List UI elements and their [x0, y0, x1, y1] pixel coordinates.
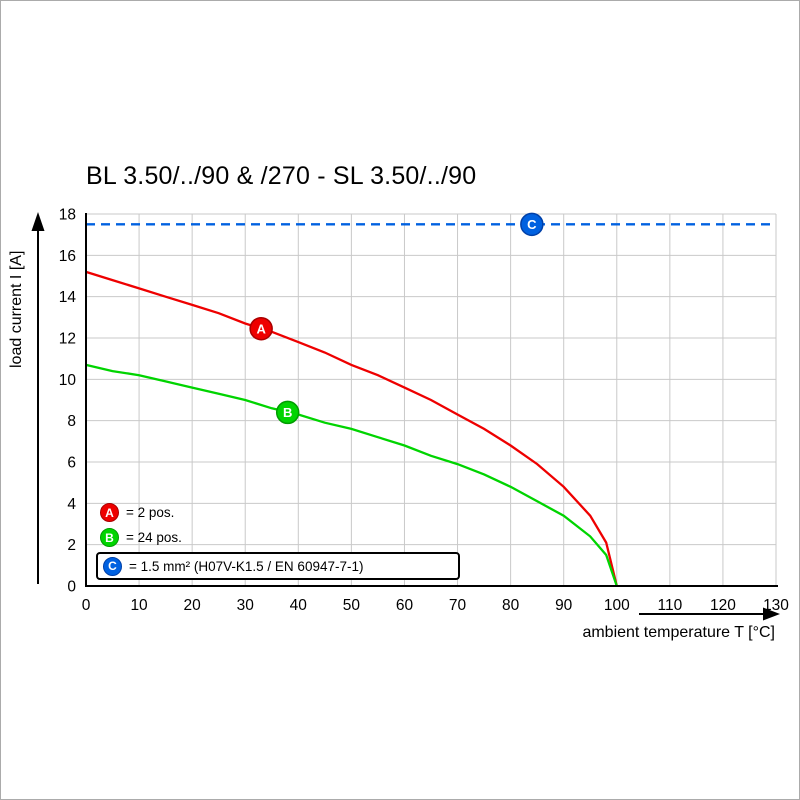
y-tick-label: 4 [67, 496, 76, 513]
y-tick-label: 0 [67, 579, 76, 596]
marker-letter-A: A [256, 322, 266, 337]
legend-label-b: = 24 pos. [126, 530, 182, 545]
marker-C [520, 212, 544, 237]
x-tick-label: 0 [82, 597, 91, 614]
x-tick-label: 40 [290, 597, 308, 614]
x-tick-label: 30 [237, 597, 255, 614]
x-tick-label: 20 [184, 597, 202, 614]
x-tick-label: 10 [130, 597, 148, 614]
x-tick-label: 100 [604, 597, 630, 614]
y-tick-label: 12 [59, 331, 76, 348]
x-tick-label: 90 [555, 597, 573, 614]
legend-item-b: B = 24 pos. [100, 528, 182, 547]
curve-B [85, 363, 618, 587]
y-tick-label: 8 [67, 413, 76, 430]
x-axis-label: ambient temperature T [°C] [582, 624, 775, 641]
legend-marker-c: C [103, 556, 122, 576]
x-tick-label: 130 [763, 597, 789, 614]
curve-A [85, 270, 618, 587]
y-axis-arrow-head [31, 212, 45, 231]
x-axis-arrow-head [763, 607, 780, 621]
legend-label-a: = 2 pos. [126, 505, 175, 520]
marker-letter-B: B [283, 405, 292, 420]
y-tick-label: 16 [59, 248, 76, 265]
marker-letter-C: C [527, 217, 537, 232]
x-tick-label: 110 [657, 597, 682, 614]
legend-item-c-box: C = 1.5 mm² (H07V-K1.5 / EN 60947-7-1) [96, 552, 460, 580]
x-tick-label: 70 [449, 597, 467, 614]
chart-title: BL 3.50/../90 & /270 - SL 3.50/../90 [86, 162, 477, 190]
y-tick-label: 2 [67, 537, 76, 554]
legend-item-a: A = 2 pos. [100, 503, 174, 522]
x-tick-label: 120 [710, 597, 736, 614]
x-tick-label: 50 [343, 597, 361, 614]
legend-marker-b: B [100, 528, 119, 547]
y-axis-label: load current I [A] [8, 250, 25, 368]
y-tick-label: 10 [59, 372, 77, 389]
x-tick-label: 60 [396, 597, 414, 614]
legend-marker-a: A [100, 503, 119, 522]
y-tick-label: 18 [59, 207, 76, 224]
legend-label-c: = 1.5 mm² (H07V-K1.5 / EN 60947-7-1) [129, 558, 364, 574]
y-tick-label: 6 [67, 455, 76, 472]
marker-B [275, 400, 300, 425]
marker-A [249, 316, 273, 341]
y-tick-label: 14 [59, 289, 77, 306]
x-tick-label: 80 [502, 597, 520, 614]
